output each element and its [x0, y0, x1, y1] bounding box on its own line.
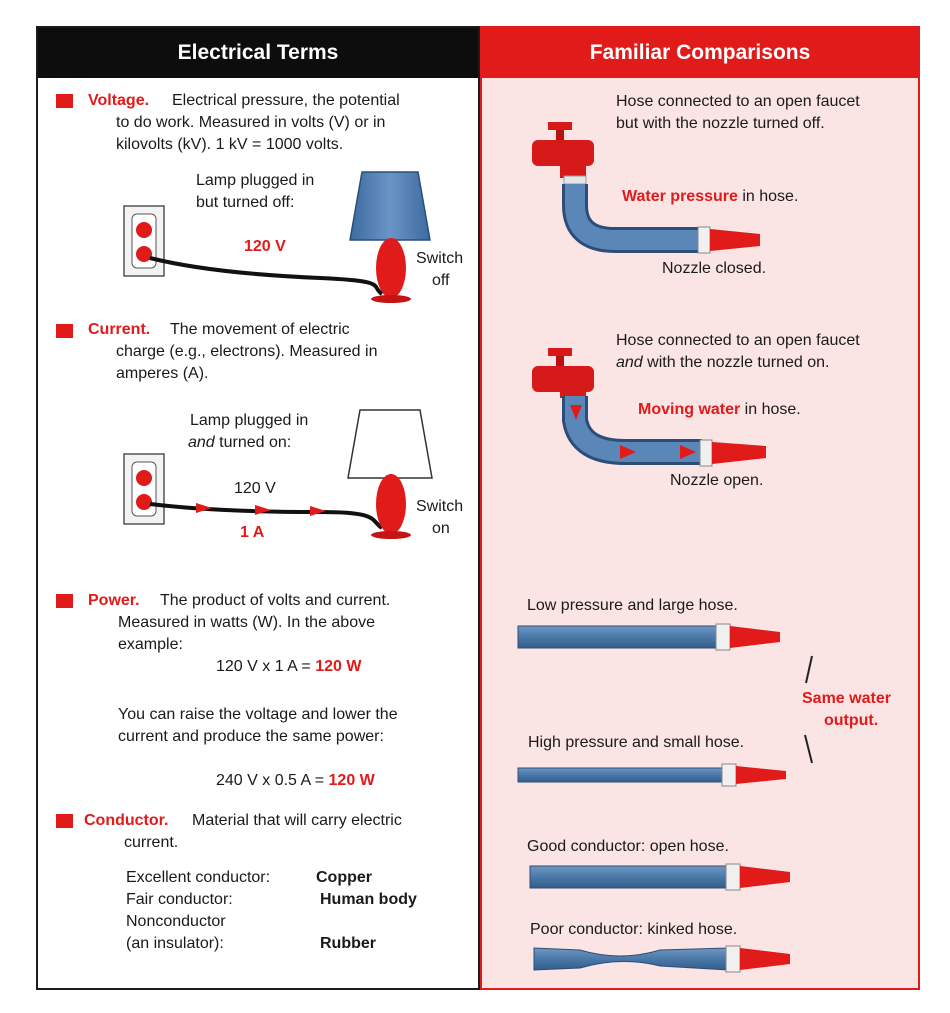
current-amp-value: 1 A [240, 524, 265, 541]
current-desc-1: The movement of electric [170, 321, 350, 338]
low-pressure-caption: Low pressure and large hose. [527, 597, 738, 614]
power-desc-2: Measured in watts (W). In the above [118, 614, 375, 631]
power-equation-1: 120 V x 1 A = 120 W [216, 658, 362, 675]
current-voltage-value: 120 V [234, 480, 276, 497]
hose2-moving: Moving water in hose. [638, 401, 801, 418]
familiar-comparisons-panel: Familiar Comparisons [480, 26, 920, 990]
conductor-desc-2: current. [124, 834, 179, 851]
voltage-value: 120 V [244, 238, 286, 255]
power-note-1: You can raise the voltage and lower the [118, 706, 398, 723]
power-equation-2: 240 V x 0.5 A = 120 W [216, 772, 375, 789]
faucet-icon [532, 348, 594, 398]
conductor-term: Conductor. [84, 812, 169, 829]
hose1-pressure: Water pressure in hose. [622, 188, 799, 205]
power-note-2: current and produce the same power: [118, 728, 384, 745]
open-hose [529, 863, 790, 891]
power-desc-3: example: [118, 636, 183, 653]
conductor-row-value: Rubber [320, 935, 376, 952]
hose2-nozzle: Nozzle open. [670, 472, 764, 489]
current-lamp-caption-1: Lamp plugged in [190, 412, 309, 429]
large-hose [517, 623, 780, 651]
voltage-bullet [56, 94, 73, 108]
voltage-term: Voltage. [88, 92, 150, 109]
current-desc-2: charge (e.g., electrons). Measured in [116, 343, 378, 360]
lamp-cord [149, 256, 384, 296]
familiar-comparisons-header: Familiar Comparisons [482, 28, 918, 78]
nozzle-closed-icon [697, 226, 760, 254]
switch-on-label-2: on [432, 520, 450, 537]
conductor-desc-1: Material that will carry electric [192, 812, 402, 829]
conductor-row-label: Nonconductor [126, 913, 226, 930]
wall-outlet-icon [123, 453, 165, 525]
switch-off-label-2: off [432, 272, 450, 289]
current-desc-3: amperes (A). [116, 365, 209, 382]
conductor-row-label: Excellent conductor: [126, 869, 271, 886]
conductor-row-label: (an insulator): [126, 935, 224, 952]
hose1-caption-2: but with the nozzle turned off. [616, 115, 825, 132]
same-output-label-2: output. [824, 712, 879, 729]
conductor-row-value: Human body [320, 891, 417, 908]
hose2-caption-2: and with the nozzle turned on. [616, 354, 830, 371]
current-bullet [56, 324, 73, 338]
conductor-row-label: Fair conductor: [126, 891, 233, 908]
high-pressure-caption: High pressure and small hose. [528, 734, 745, 751]
electrical-terms-header: Electrical Terms [38, 28, 478, 78]
hose1-nozzle: Nozzle closed. [662, 260, 767, 277]
conductor-row-value: Copper [316, 869, 372, 886]
lamp-on-icon [347, 409, 433, 539]
small-hose [517, 763, 786, 787]
current-arrow-icon [196, 503, 326, 516]
wall-outlet-icon [123, 205, 165, 277]
voltage-lamp-caption-2: but turned off: [196, 194, 295, 211]
same-output-label-1: Same water [802, 690, 891, 707]
faucet-icon [532, 122, 594, 185]
nozzle-open-icon [699, 439, 766, 467]
conductor-bullet [56, 814, 73, 828]
hose2-caption-1: Hose connected to an open faucet [616, 332, 860, 349]
kinked-hose [533, 945, 790, 973]
lamp-cord [149, 502, 384, 530]
current-lamp-caption-2: and turned on: [188, 434, 292, 451]
switch-off-label-1: Switch [416, 250, 464, 267]
power-bullet [56, 594, 73, 608]
hose1-caption-1: Hose connected to an open faucet [616, 93, 860, 110]
current-term: Current. [88, 321, 151, 338]
good-conductor-caption: Good conductor: open hose. [527, 838, 729, 855]
power-desc-1: The product of volts and current. [160, 592, 391, 609]
water-flow-arrow-icon [570, 405, 696, 459]
voltage-desc-3: kilovolts (kV). 1 kV = 1000 volts. [116, 136, 344, 153]
switch-on-label-1: Switch [416, 498, 464, 515]
lamp-off-icon [349, 171, 431, 303]
voltage-lamp-caption-1: Lamp plugged in [196, 172, 315, 189]
poor-conductor-caption: Poor conductor: kinked hose. [530, 921, 738, 938]
voltage-desc-1: Electrical pressure, the potential [172, 92, 400, 109]
voltage-desc-2: to do work. Measured in volts (V) or in [116, 114, 386, 131]
power-term: Power. [88, 592, 140, 609]
